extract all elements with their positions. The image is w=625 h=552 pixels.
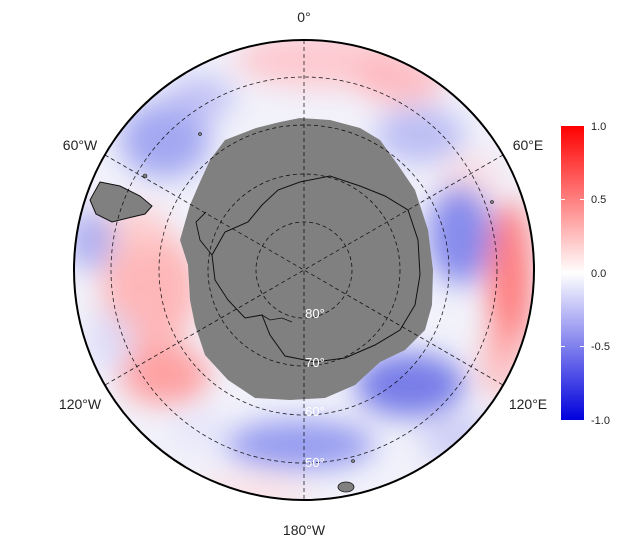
- colorbar-gradient: [561, 126, 584, 420]
- colorbar-tick-neg-0-5: -0.5: [591, 341, 610, 353]
- map-boundary: [73, 39, 535, 501]
- lon-label-60w: 60°W: [63, 137, 98, 153]
- longitude-labels: 0° 60°W 60°E 120°W 120°E 180°W: [59, 9, 547, 538]
- colorbar-tick-0-5: 0.5: [591, 194, 606, 206]
- lon-label-120w: 120°W: [59, 396, 102, 412]
- south-america-tip: [89, 181, 153, 223]
- colorbar-tick-1: 1.0: [591, 121, 606, 133]
- colorbar-tick-neg-1: -1.0: [591, 415, 610, 427]
- lat-label-50: 50°: [305, 455, 325, 470]
- graticule: [104, 40, 504, 500]
- islands: [142, 132, 494, 493]
- colorbar: 1.0 0.5 0.0 -0.5 -1.0: [561, 121, 610, 427]
- lon-label-60e: 60°E: [513, 137, 544, 153]
- lat-label-60: 60°: [305, 404, 325, 419]
- lon-label-0: 0°: [297, 9, 310, 25]
- lon-label-180w: 180°W: [283, 522, 326, 538]
- lat-label-70: 70°: [305, 355, 325, 370]
- lat-label-80: 80°: [305, 306, 325, 321]
- colorbar-tick-0: 0.0: [591, 268, 606, 280]
- latitude-labels: 80° 70° 60° 50°: [305, 306, 325, 470]
- lon-label-120e: 120°E: [509, 396, 547, 412]
- antarctica: [180, 118, 433, 400]
